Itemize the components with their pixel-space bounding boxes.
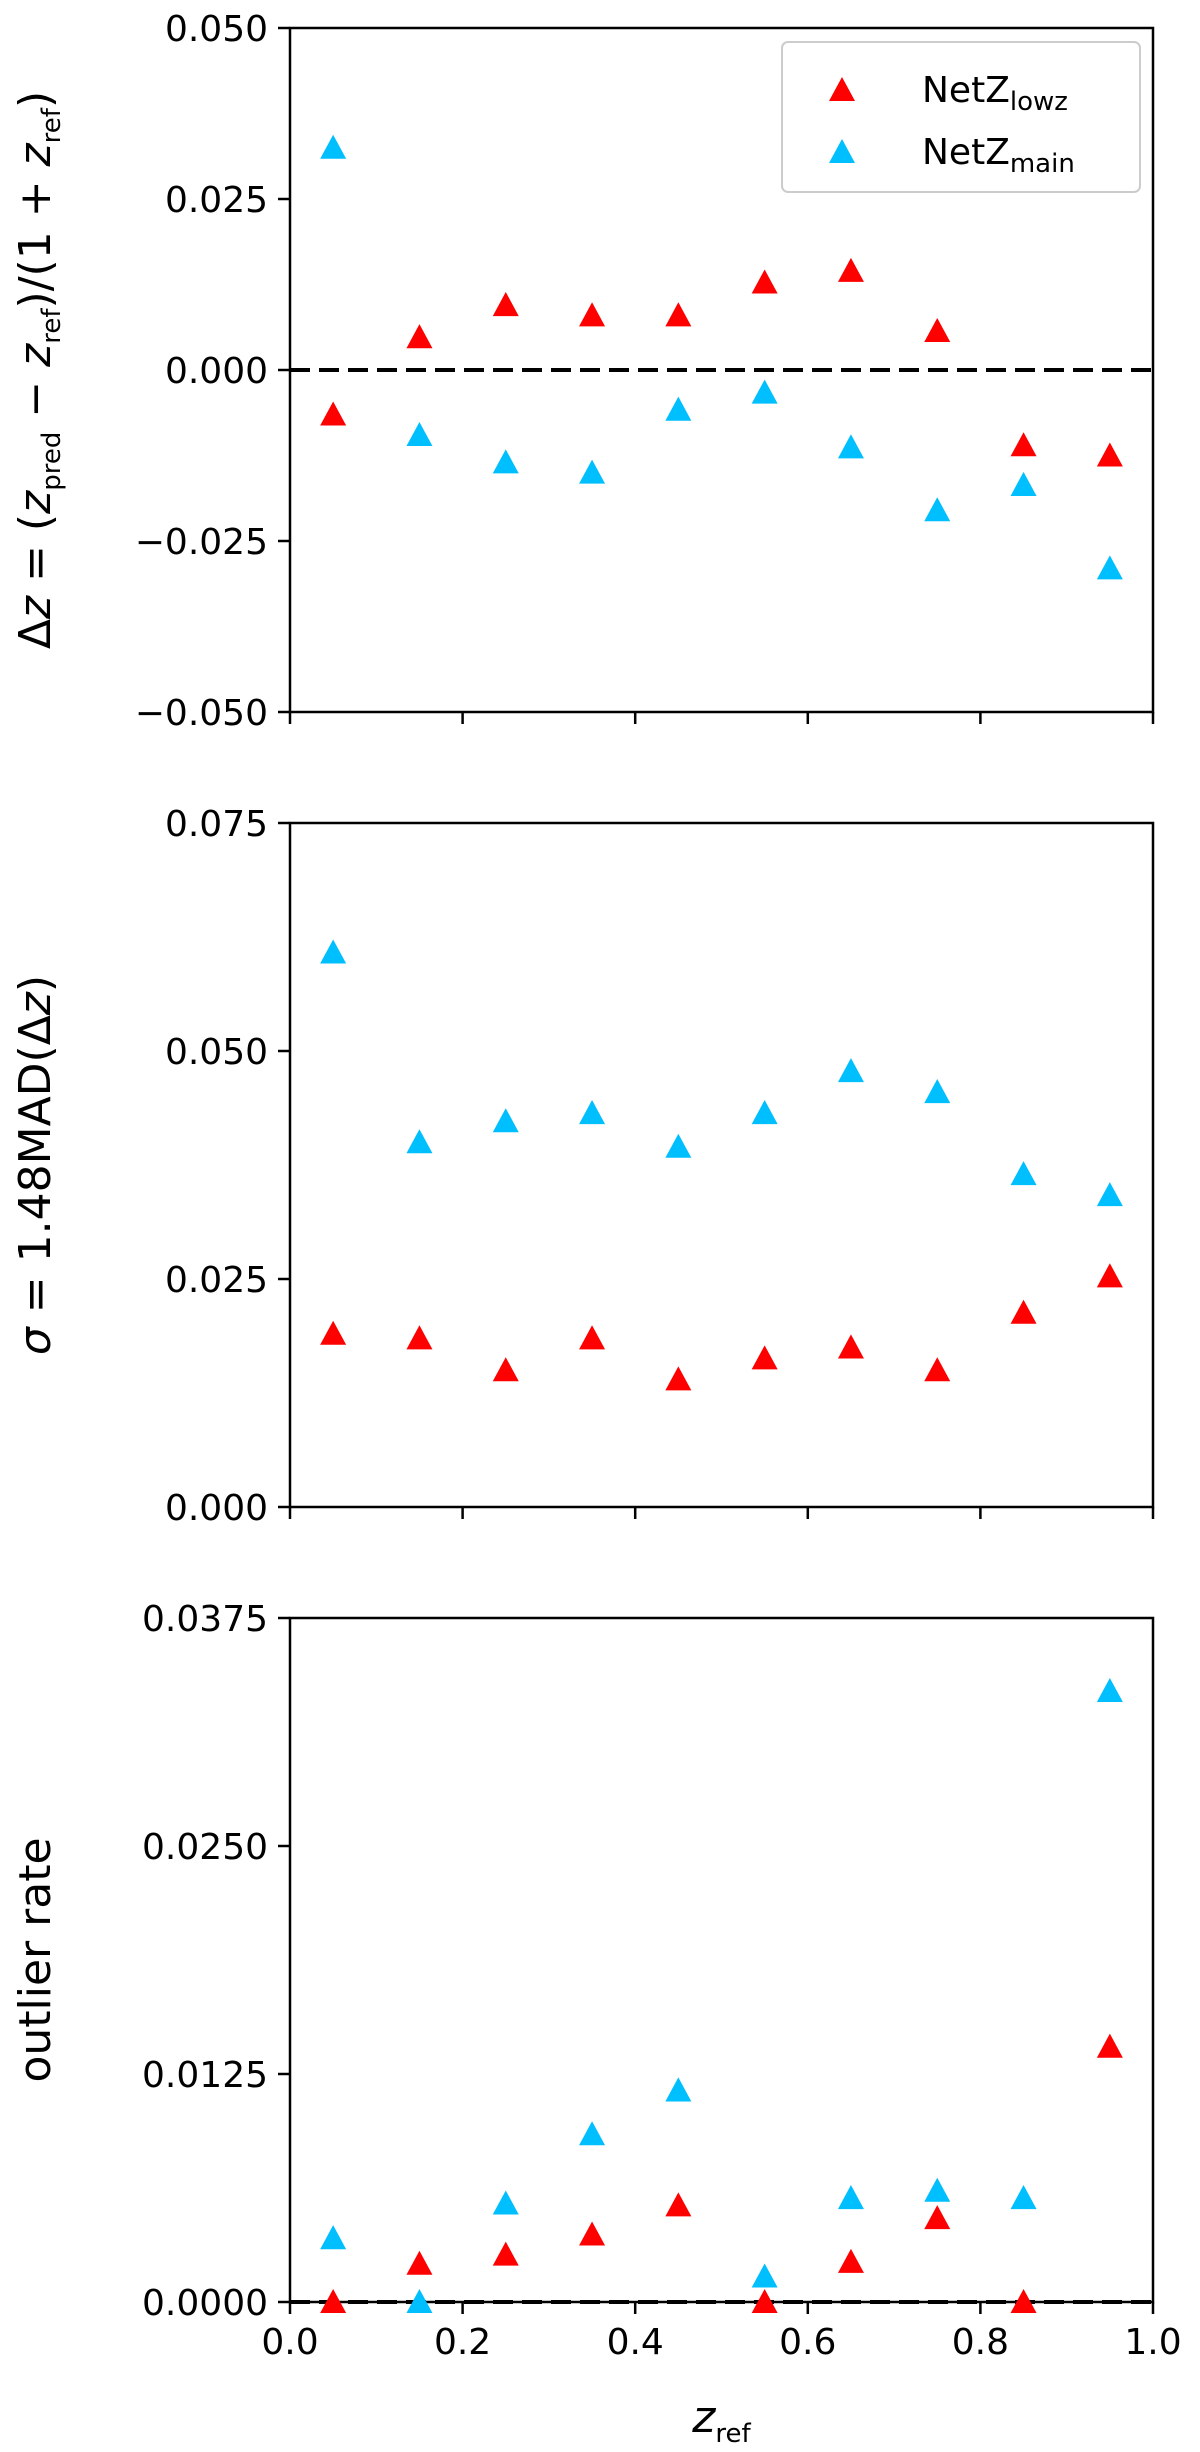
data-point-netz-main xyxy=(492,449,519,474)
data-point-netz-main xyxy=(1010,471,1037,496)
data-point-netz-main xyxy=(492,1108,519,1133)
data-point-netz-lowz xyxy=(492,2241,519,2266)
data-point-netz-main xyxy=(751,379,778,404)
data-point-netz-main xyxy=(924,497,951,522)
data-point-netz-main xyxy=(751,1100,778,1125)
data-point-netz-lowz xyxy=(1096,442,1123,467)
y-tick-label: 0.000 xyxy=(165,351,268,392)
data-point-netz-main xyxy=(837,434,864,459)
y-tick-label: 0.050 xyxy=(165,9,268,50)
y-tick-label: −0.025 xyxy=(135,522,268,563)
data-point-netz-lowz xyxy=(665,1366,692,1391)
data-point-netz-lowz xyxy=(320,2289,347,2314)
data-point-netz-main xyxy=(1010,2185,1037,2210)
data-point-netz-lowz xyxy=(579,302,606,327)
axes-frame xyxy=(288,1616,1155,2304)
data-point-netz-lowz xyxy=(665,2192,692,2217)
y-tick-label: 0.075 xyxy=(165,804,268,845)
y-tick-label: 0.000 xyxy=(165,1488,268,1529)
data-point-netz-lowz xyxy=(837,257,864,282)
data-point-netz-main xyxy=(320,2225,347,2250)
x-tick-label: 0.2 xyxy=(434,2322,491,2363)
data-point-netz-lowz xyxy=(492,1357,519,1382)
data-point-netz-main xyxy=(579,459,606,484)
data-point-netz-lowz xyxy=(1010,432,1037,457)
data-point-netz-lowz xyxy=(1096,2033,1123,2058)
data-point-netz-lowz xyxy=(751,269,778,294)
data-point-netz-lowz xyxy=(924,1357,951,1382)
data-point-netz-lowz xyxy=(406,324,433,349)
data-point-netz-lowz xyxy=(837,2248,864,2273)
legend-marker xyxy=(829,139,855,164)
data-point-netz-main xyxy=(1096,1182,1123,1207)
data-point-netz-lowz xyxy=(837,1334,864,1359)
data-point-netz-lowz xyxy=(665,302,692,327)
data-point-netz-lowz xyxy=(406,1325,433,1350)
data-point-netz-main xyxy=(1096,1677,1123,1703)
data-point-netz-lowz xyxy=(1096,1263,1123,1288)
data-point-netz-main xyxy=(492,2190,519,2215)
y-axis-label: σ = 1.48MAD(Δz) xyxy=(10,975,61,1355)
data-point-netz-main xyxy=(665,1133,692,1158)
data-point-netz-lowz xyxy=(579,1325,606,1350)
data-point-netz-main xyxy=(406,2289,433,2314)
data-point-netz-main xyxy=(751,2263,778,2288)
x-tick-label: 0.4 xyxy=(607,2322,664,2363)
data-point-netz-lowz xyxy=(492,292,519,317)
legend: NetZlowz NetZmain xyxy=(781,41,1141,193)
legend-marker xyxy=(829,77,855,102)
data-point-netz-lowz xyxy=(924,2205,951,2230)
y-tick-label: −0.050 xyxy=(135,693,268,734)
data-point-netz-main xyxy=(579,2121,606,2146)
data-point-netz-main xyxy=(320,939,347,964)
x-tick-label: 0.6 xyxy=(779,2322,836,2363)
y-tick-label: 0.0000 xyxy=(142,2283,268,2324)
data-point-netz-main xyxy=(665,396,692,421)
data-point-netz-main xyxy=(579,1100,606,1125)
data-point-netz-lowz xyxy=(924,318,951,343)
panel-top: 0.050 0.025 0.000 −0.025 −0.050 Δz = (zpred −… xyxy=(10,9,1155,734)
data-point-netz-lowz xyxy=(1010,1299,1037,1324)
legend-box xyxy=(781,41,1141,193)
x-axis-label: zref xyxy=(691,2392,751,2449)
data-point-netz-main xyxy=(406,1129,433,1154)
y-axis-label: outlier rate xyxy=(10,1837,61,2082)
axes-frame xyxy=(288,821,1155,1509)
y-tick-label: 0.0250 xyxy=(142,1827,268,1868)
x-tick-label: 1.0 xyxy=(1124,2322,1181,2363)
data-point-netz-lowz xyxy=(320,1320,347,1345)
data-point-netz-lowz xyxy=(406,2250,433,2275)
panel-bottom: 0.0 0.2 0.4 0.6 0.8 1.0 0.0375 0.0250 0.0125 0.00… xyxy=(10,1599,1182,2449)
y-tick-label: 0.050 xyxy=(165,1032,268,1073)
legend-entry: NetZlowz xyxy=(922,70,1068,117)
data-point-netz-main xyxy=(837,1058,864,1083)
data-point-netz-main xyxy=(1010,1161,1037,1186)
data-point-netz-main xyxy=(406,421,433,447)
data-point-netz-lowz xyxy=(1010,2289,1037,2314)
panel-middle: 0.075 0.050 0.025 0.000 σ = 1.48MAD(Δz) xyxy=(10,804,1155,1529)
y-tick-label: 0.025 xyxy=(165,1260,268,1301)
data-point-netz-lowz xyxy=(751,1345,778,1370)
data-point-netz-main xyxy=(924,2177,951,2202)
data-point-netz-main xyxy=(924,1079,951,1104)
data-point-netz-lowz xyxy=(751,2289,778,2314)
y-axis-label: Δz = (zpred − zref)/(1 + zref) xyxy=(10,91,67,649)
y-tick-label: 0.0375 xyxy=(142,1599,268,1640)
data-point-netz-main xyxy=(320,134,347,159)
legend-entry: NetZmain xyxy=(922,132,1075,179)
x-tick-label: 0.8 xyxy=(952,2322,1009,2363)
data-point-netz-lowz xyxy=(320,401,347,426)
data-point-netz-main xyxy=(1096,555,1123,580)
data-point-netz-main xyxy=(665,2077,692,2102)
data-point-netz-lowz xyxy=(579,2221,606,2246)
x-tick-label: 0.0 xyxy=(261,2322,318,2363)
y-tick-label: 0.025 xyxy=(165,180,268,221)
y-tick-label: 0.0125 xyxy=(142,2055,268,2096)
data-point-netz-main xyxy=(837,2185,864,2210)
